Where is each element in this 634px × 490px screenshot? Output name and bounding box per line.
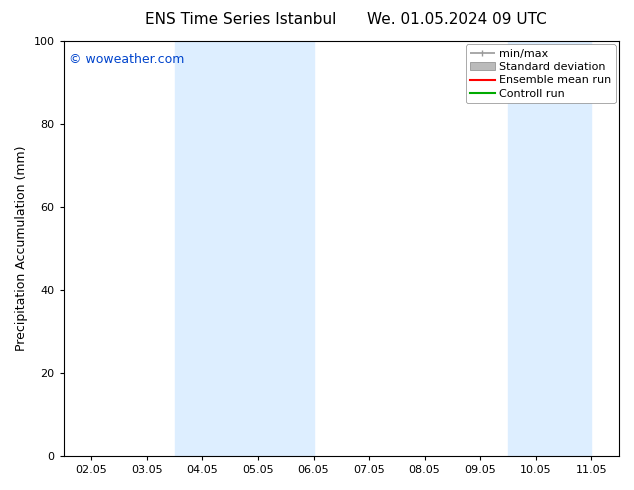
Bar (230, 41, 314, 456)
Bar (174, 41, 230, 456)
Text: We. 01.05.2024 09 UTC: We. 01.05.2024 09 UTC (366, 12, 547, 27)
Legend: min/max, Standard deviation, Ensemble mean run, Controll run: min/max, Standard deviation, Ensemble me… (465, 45, 616, 103)
Text: © woweather.com: © woweather.com (69, 53, 184, 67)
Bar (508, 41, 536, 456)
Y-axis label: Precipitation Accumulation (mm): Precipitation Accumulation (mm) (15, 146, 28, 351)
Bar (536, 41, 592, 456)
Text: ENS Time Series Istanbul: ENS Time Series Istanbul (145, 12, 337, 27)
